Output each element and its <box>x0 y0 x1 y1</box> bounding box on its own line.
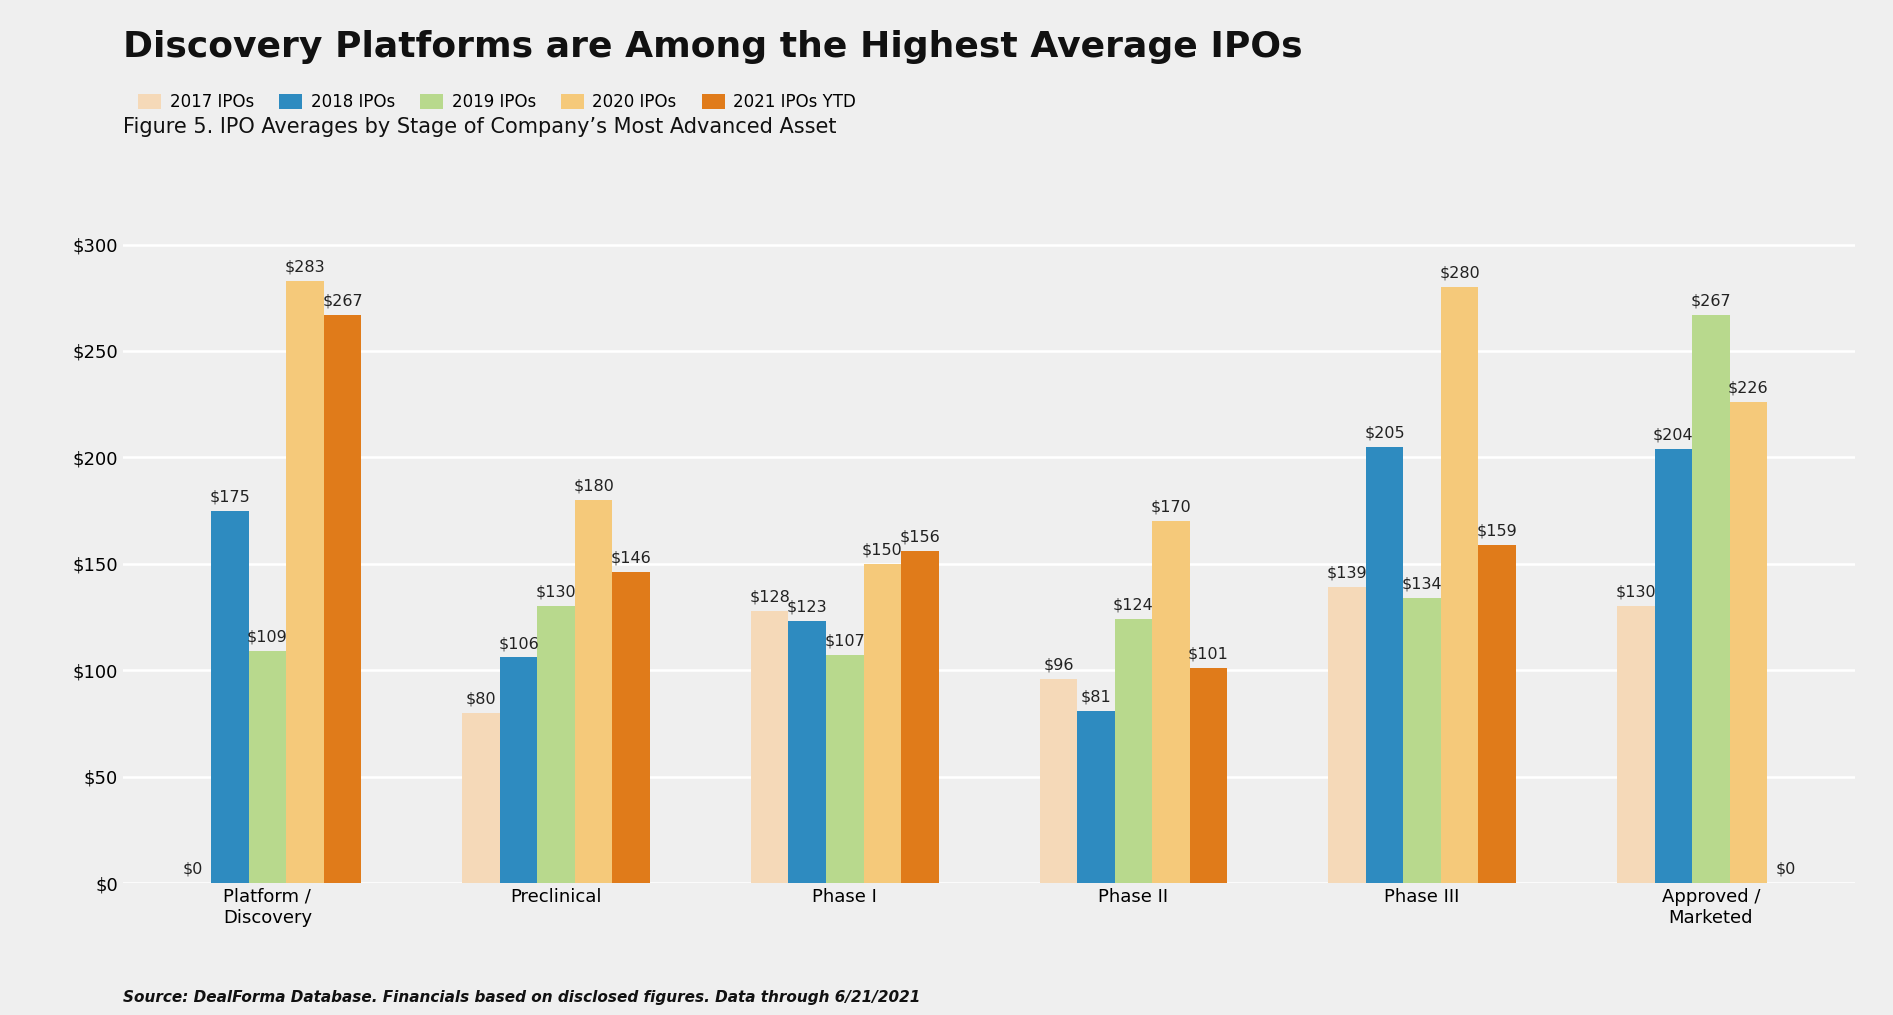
Text: $170: $170 <box>1151 499 1191 515</box>
Text: $283: $283 <box>284 260 326 274</box>
Bar <box>1077 710 1115 883</box>
Bar <box>1189 668 1227 883</box>
Text: $180: $180 <box>574 479 613 493</box>
Text: $134: $134 <box>1403 577 1442 592</box>
Text: $81: $81 <box>1081 689 1111 704</box>
Text: Source: DealForma Database. Financials based on disclosed figures. Data through : Source: DealForma Database. Financials b… <box>123 990 920 1005</box>
Bar <box>248 651 286 883</box>
Text: $96: $96 <box>1043 658 1073 672</box>
Bar <box>611 572 649 883</box>
Bar <box>1617 606 1654 883</box>
Bar <box>825 656 863 883</box>
Text: $175: $175 <box>210 489 250 504</box>
Text: $280: $280 <box>1439 266 1480 281</box>
Text: $123: $123 <box>787 600 827 615</box>
Text: $128: $128 <box>750 590 789 604</box>
Text: $267: $267 <box>1690 293 1730 309</box>
Bar <box>1478 545 1516 883</box>
Bar <box>789 621 825 883</box>
Bar <box>324 315 362 883</box>
Text: $106: $106 <box>498 636 540 651</box>
Bar <box>1654 449 1692 883</box>
Text: $205: $205 <box>1365 425 1405 441</box>
Text: $0: $0 <box>182 862 203 877</box>
Text: $159: $159 <box>1477 524 1518 538</box>
Text: $130: $130 <box>1615 585 1656 600</box>
Text: $226: $226 <box>1728 381 1768 396</box>
Bar <box>500 658 538 883</box>
Bar <box>1367 447 1403 883</box>
Text: Discovery Platforms are Among the Highest Average IPOs: Discovery Platforms are Among the Highes… <box>123 30 1302 64</box>
Text: $101: $101 <box>1189 647 1229 662</box>
Bar <box>752 611 789 883</box>
Bar <box>462 713 500 883</box>
Text: $0: $0 <box>1776 862 1796 877</box>
Bar <box>538 606 575 883</box>
Bar <box>863 563 901 883</box>
Bar <box>286 281 324 883</box>
Bar <box>1115 619 1153 883</box>
Text: Figure 5. IPO Averages by Stage of Company’s Most Advanced Asset: Figure 5. IPO Averages by Stage of Compa… <box>123 117 837 137</box>
Bar <box>1692 315 1730 883</box>
Bar <box>1730 402 1766 883</box>
Bar <box>901 551 939 883</box>
Text: $80: $80 <box>466 691 496 706</box>
Text: $124: $124 <box>1113 598 1155 613</box>
Text: $267: $267 <box>322 293 363 309</box>
Text: $150: $150 <box>861 542 903 557</box>
Bar <box>1329 588 1367 883</box>
Bar <box>1403 598 1441 883</box>
Text: $107: $107 <box>823 634 865 649</box>
Legend: 2017 IPOs, 2018 IPOs, 2019 IPOs, 2020 IPOs, 2021 IPOs YTD: 2017 IPOs, 2018 IPOs, 2019 IPOs, 2020 IP… <box>131 86 863 118</box>
Text: $130: $130 <box>536 585 575 600</box>
Bar <box>212 511 248 883</box>
Bar <box>1153 522 1189 883</box>
Text: $109: $109 <box>246 629 288 645</box>
Text: $204: $204 <box>1653 427 1694 443</box>
Text: $139: $139 <box>1327 565 1367 581</box>
Bar <box>1441 287 1478 883</box>
Text: $156: $156 <box>899 530 941 545</box>
Text: $146: $146 <box>611 551 651 566</box>
Bar <box>575 500 611 883</box>
Bar <box>1039 679 1077 883</box>
